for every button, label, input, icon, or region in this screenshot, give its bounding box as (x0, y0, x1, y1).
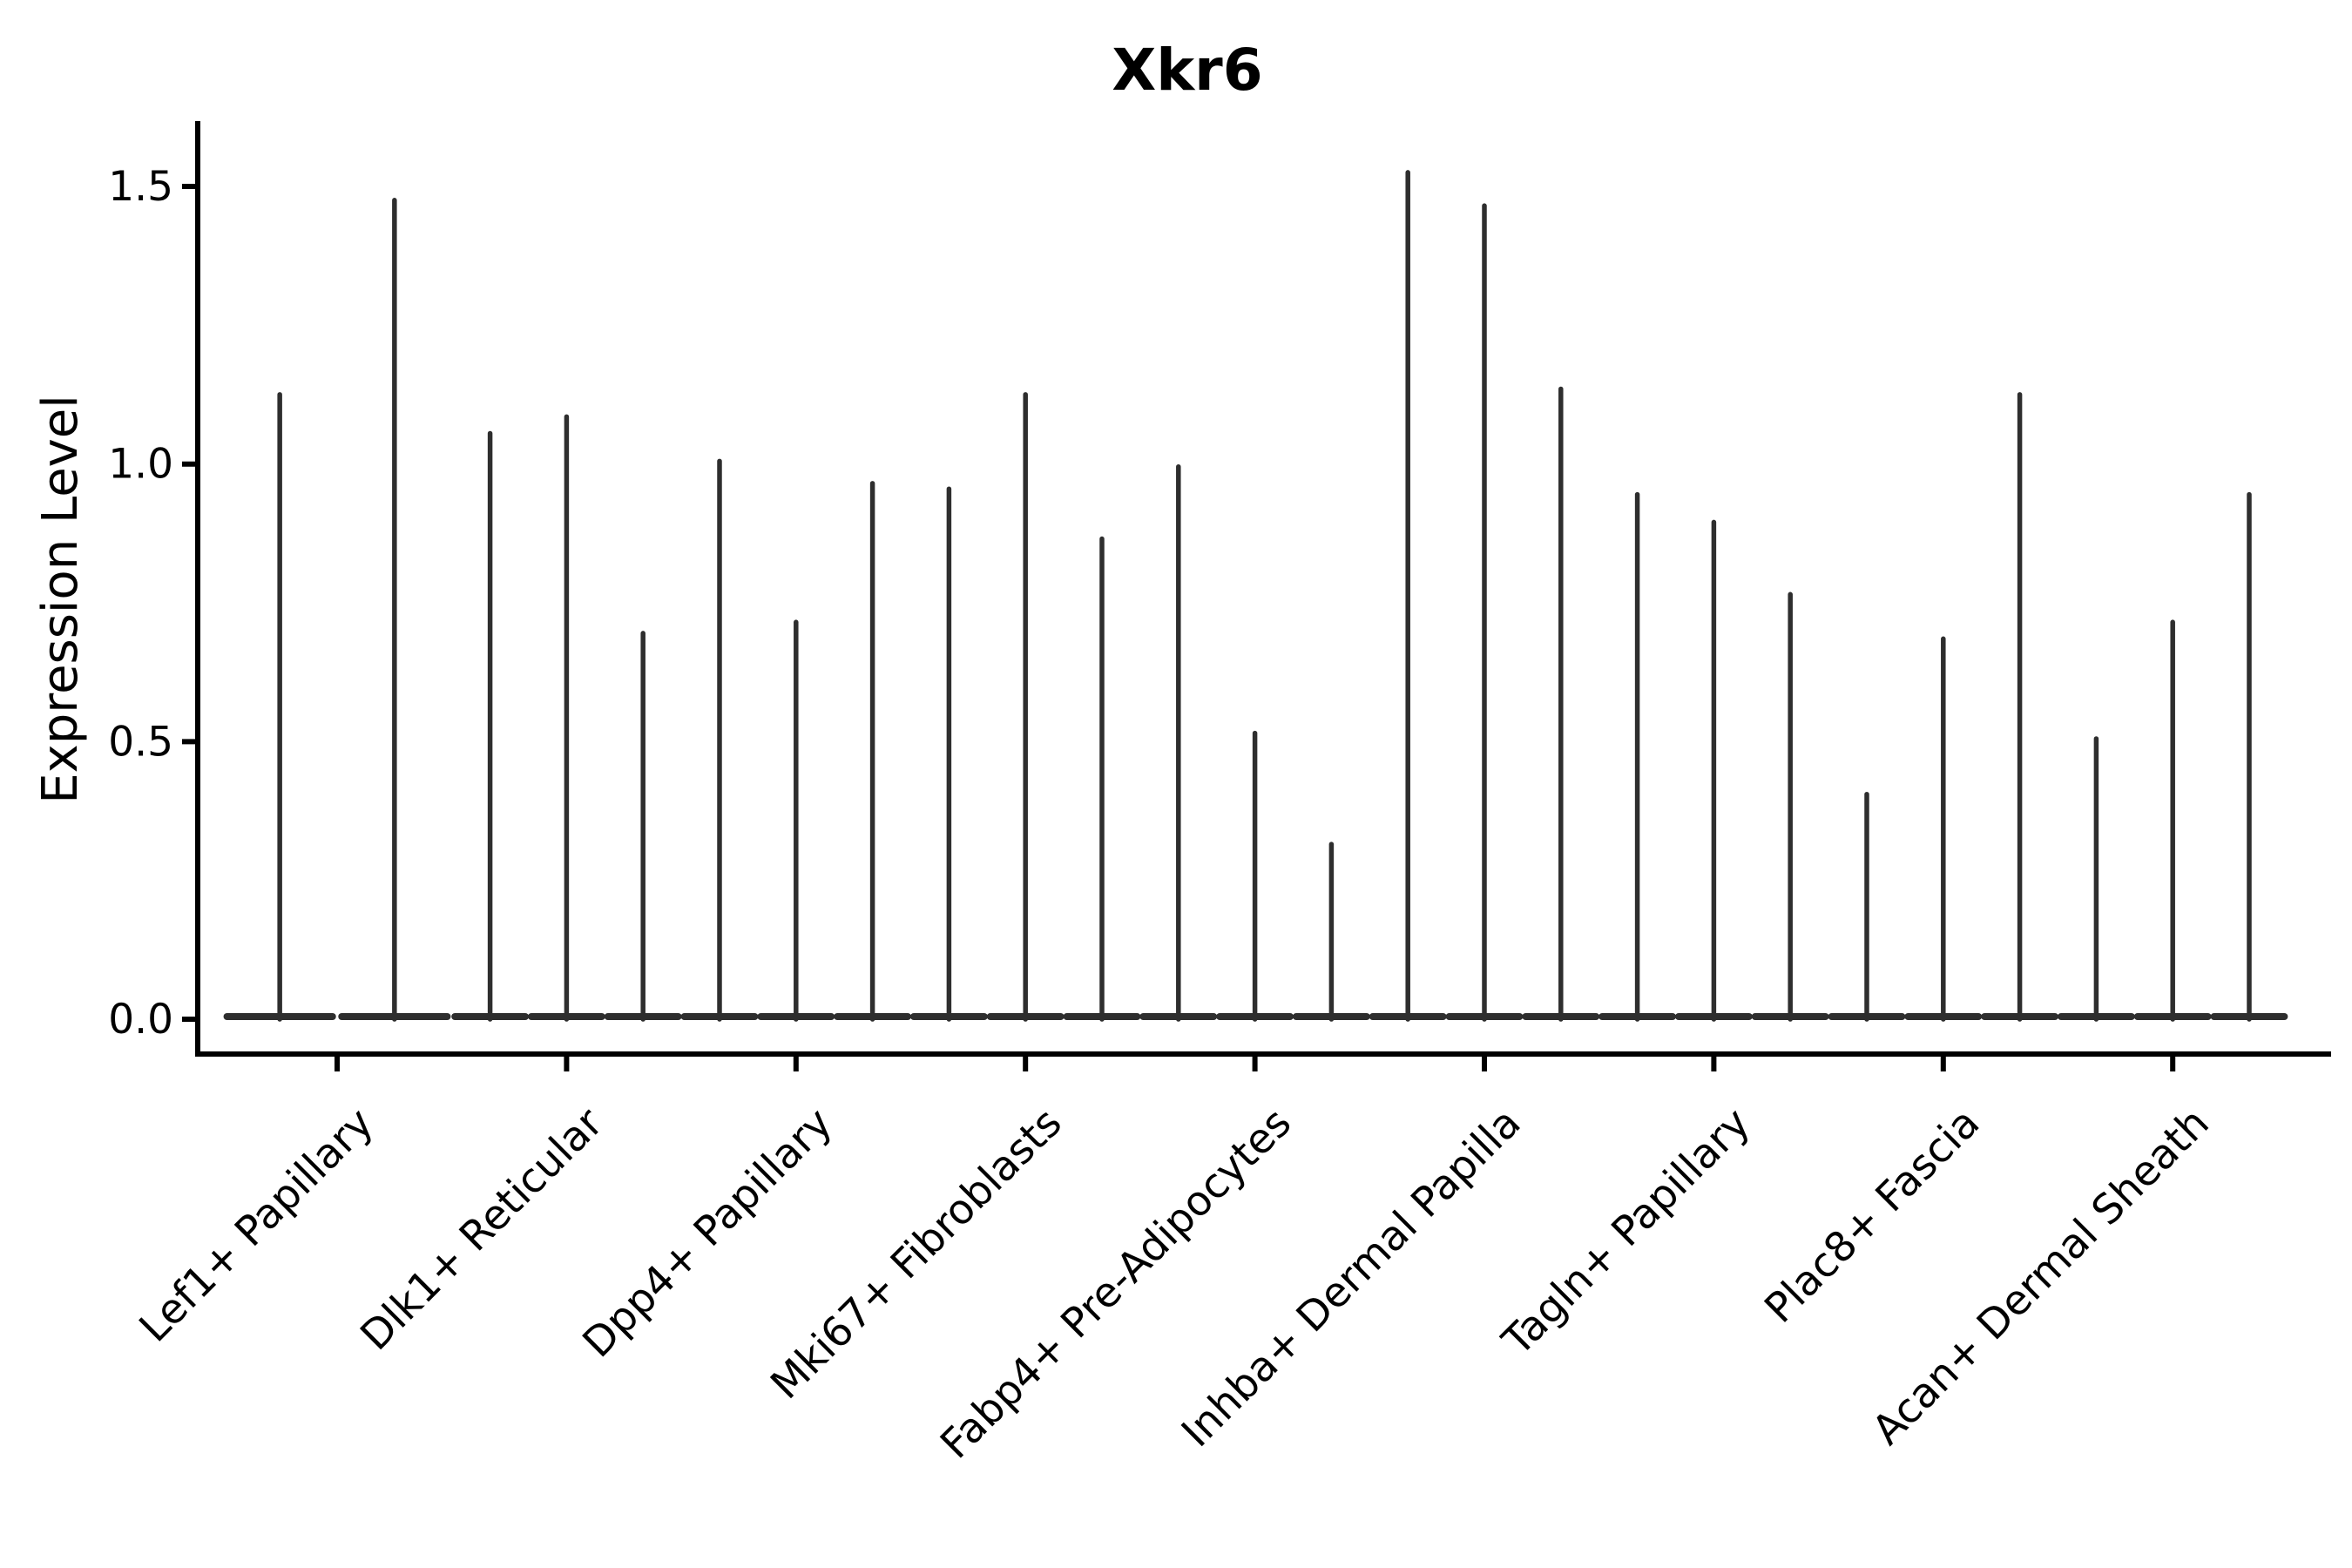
y-tick-label: 1.0 (108, 441, 173, 489)
y-axis-label: Expression Level (32, 395, 89, 804)
y-tick-label: 0.0 (108, 996, 173, 1044)
axes: 0.0 0.5 1.0 1.5 (108, 121, 2331, 1057)
y-tick-label: 1.5 (108, 163, 173, 211)
violins (223, 170, 2288, 1022)
chart-title: Xkr6 (1112, 37, 1262, 104)
y-tick-label: 0.5 (108, 718, 173, 766)
